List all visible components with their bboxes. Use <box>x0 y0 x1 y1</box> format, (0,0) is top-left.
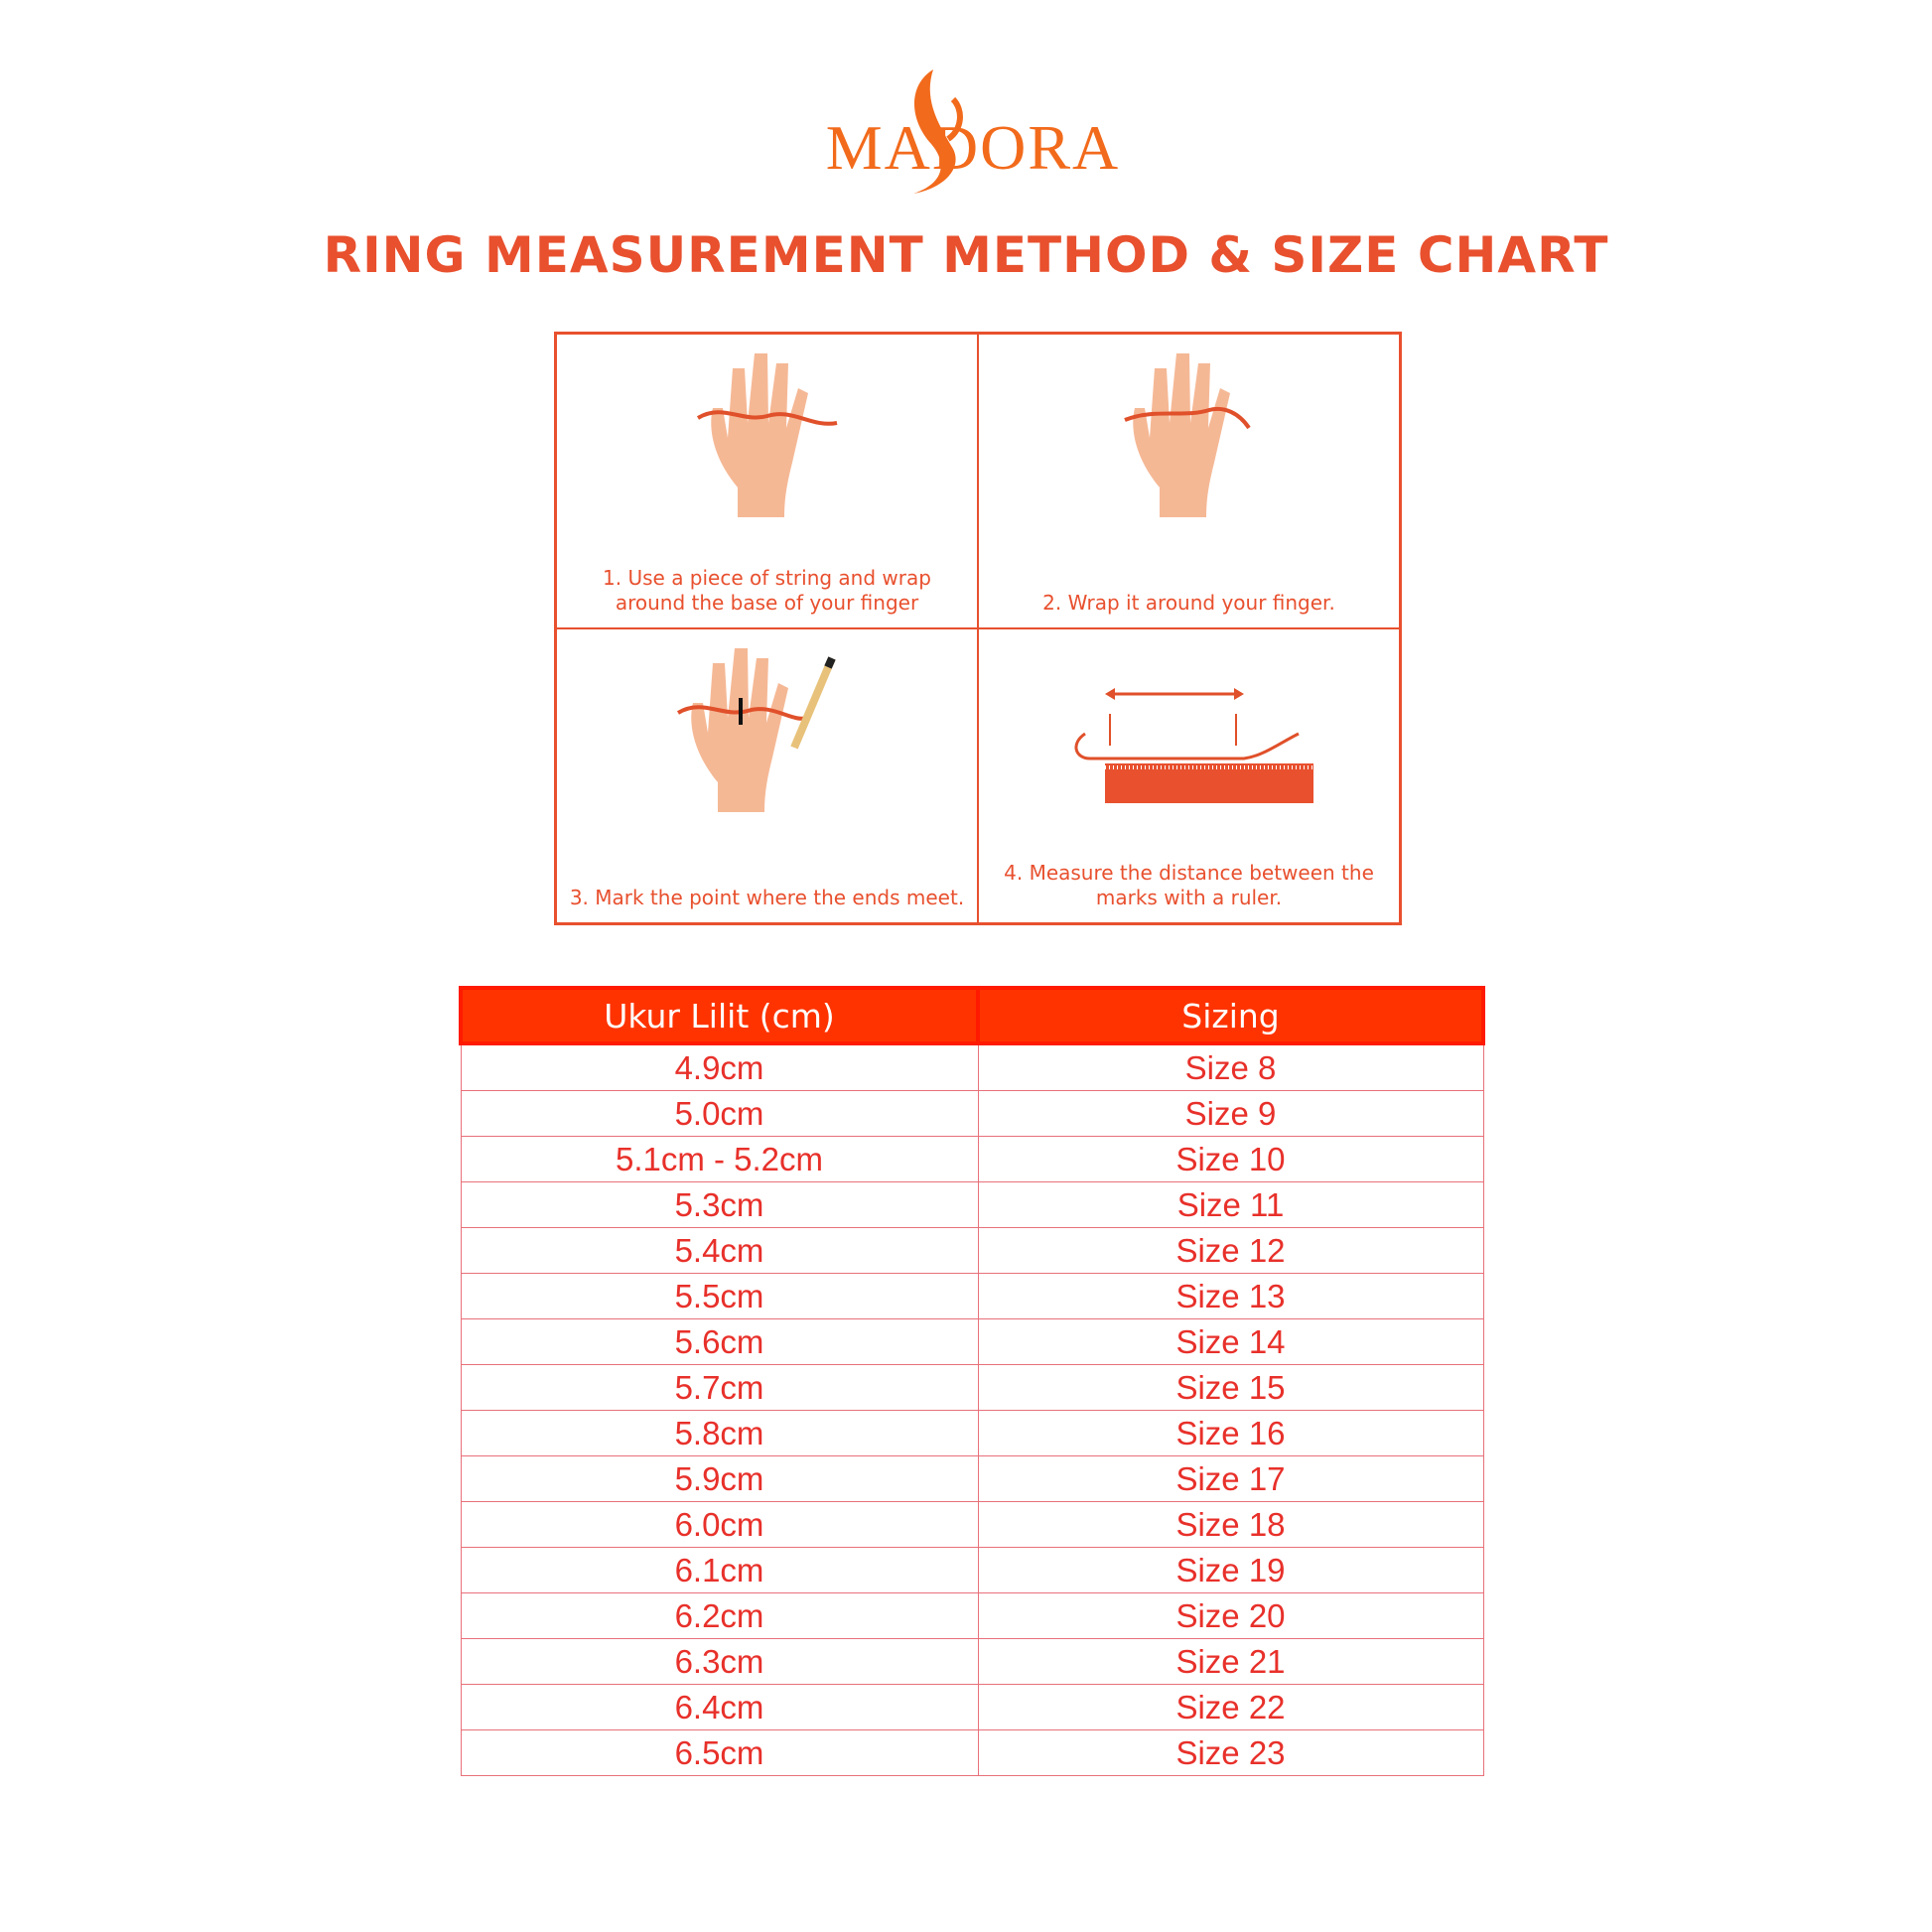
circumference-cell: 5.6cm <box>460 1318 979 1365</box>
table-row: 4.9cm Size 8 <box>460 1042 1484 1091</box>
circumference-cell: 5.9cm <box>460 1455 979 1502</box>
table-row: 5.9cm Size 17 <box>460 1455 1484 1502</box>
size-cell: Size 14 <box>977 1318 1484 1365</box>
table-row: 5.8cm Size 16 <box>460 1410 1484 1456</box>
size-cell: Size 10 <box>977 1136 1484 1182</box>
brand-name: MADORA <box>825 112 1121 183</box>
size-cell: Size 12 <box>977 1227 1484 1274</box>
step-4: 4. Measure the distance between the mark… <box>978 628 1400 923</box>
circumference-cell: 4.9cm <box>460 1042 979 1091</box>
page-title: RING MEASUREMENT METHOD & SIZE CHART <box>323 226 1609 284</box>
table-row: 6.4cm Size 22 <box>460 1684 1484 1730</box>
measurement-steps: 1. Use a piece of string and wrap around… <box>554 332 1402 925</box>
size-cell: Size 9 <box>977 1090 1484 1137</box>
hand-wrap-icon <box>1123 353 1251 517</box>
step-3: 3. Mark the point where the ends meet. <box>556 628 978 923</box>
size-cell: Size 23 <box>977 1729 1484 1776</box>
circumference-cell: 5.5cm <box>460 1273 979 1319</box>
circumference-cell: 5.1cm - 5.2cm <box>460 1136 979 1182</box>
circumference-cell: 6.3cm <box>460 1638 979 1685</box>
hand-string-icon <box>696 353 837 517</box>
step-2: 2. Wrap it around your finger. <box>978 334 1400 628</box>
size-cell: Size 18 <box>977 1501 1484 1548</box>
size-cell: Size 13 <box>977 1273 1484 1319</box>
circumference-cell: 5.0cm <box>460 1090 979 1137</box>
table-row: 5.5cm Size 13 <box>460 1273 1484 1319</box>
table-row: 6.3cm Size 21 <box>460 1638 1484 1685</box>
circumference-cell: 5.4cm <box>460 1227 979 1274</box>
column-header-circumference: Ukur Lilit (cm) <box>459 986 980 1045</box>
brand-logo: MADORA <box>814 69 1132 199</box>
table-row: 5.3cm Size 11 <box>460 1181 1484 1228</box>
step-1: 1. Use a piece of string and wrap around… <box>556 334 978 628</box>
table-row: 5.6cm Size 14 <box>460 1318 1484 1365</box>
size-cell: Size 16 <box>977 1410 1484 1456</box>
circumference-cell: 6.0cm <box>460 1501 979 1548</box>
table-row: 5.7cm Size 15 <box>460 1364 1484 1411</box>
circumference-cell: 5.8cm <box>460 1410 979 1456</box>
size-cell: Size 8 <box>977 1042 1484 1091</box>
step-4-caption: 4. Measure the distance between the mark… <box>1004 861 1374 909</box>
circumference-cell: 6.2cm <box>460 1592 979 1639</box>
circumference-cell: 5.7cm <box>460 1364 979 1411</box>
column-header-sizing: Sizing <box>976 986 1485 1045</box>
circumference-cell: 6.1cm <box>460 1547 979 1593</box>
circumference-cell: 6.5cm <box>460 1729 979 1776</box>
step-2-caption: 2. Wrap it around your finger. <box>1042 591 1335 615</box>
circumference-cell: 6.4cm <box>460 1684 979 1730</box>
hand-pencil-mark-icon <box>676 648 836 812</box>
table-row: 5.1cm - 5.2cm Size 10 <box>460 1136 1484 1182</box>
size-cell: Size 21 <box>977 1638 1484 1685</box>
step-3-caption: 3. Mark the point where the ends meet. <box>569 886 965 909</box>
phoenix-icon <box>913 69 963 194</box>
step-1-caption: 1. Use a piece of string and wrap around… <box>603 566 931 615</box>
size-cell: Size 17 <box>977 1455 1484 1502</box>
size-cell: Size 15 <box>977 1364 1484 1411</box>
table-row: 5.4cm Size 12 <box>460 1227 1484 1274</box>
table-row: 6.0cm Size 18 <box>460 1501 1484 1548</box>
table-row: 6.1cm Size 19 <box>460 1547 1484 1593</box>
size-cell: Size 11 <box>977 1181 1484 1228</box>
circumference-cell: 5.3cm <box>460 1181 979 1228</box>
table-row: 6.5cm Size 23 <box>460 1729 1484 1776</box>
table-row: 5.0cm Size 9 <box>460 1090 1484 1137</box>
table-row: 6.2cm Size 20 <box>460 1592 1484 1639</box>
ruler-measure-icon <box>1074 688 1313 803</box>
size-cell: Size 19 <box>977 1547 1484 1593</box>
size-chart-table: Ukur Lilit (cm) Sizing 4.9cm Size 8 5.0cm S… <box>459 986 1485 1776</box>
size-cell: Size 20 <box>977 1592 1484 1639</box>
size-cell: Size 22 <box>977 1684 1484 1730</box>
